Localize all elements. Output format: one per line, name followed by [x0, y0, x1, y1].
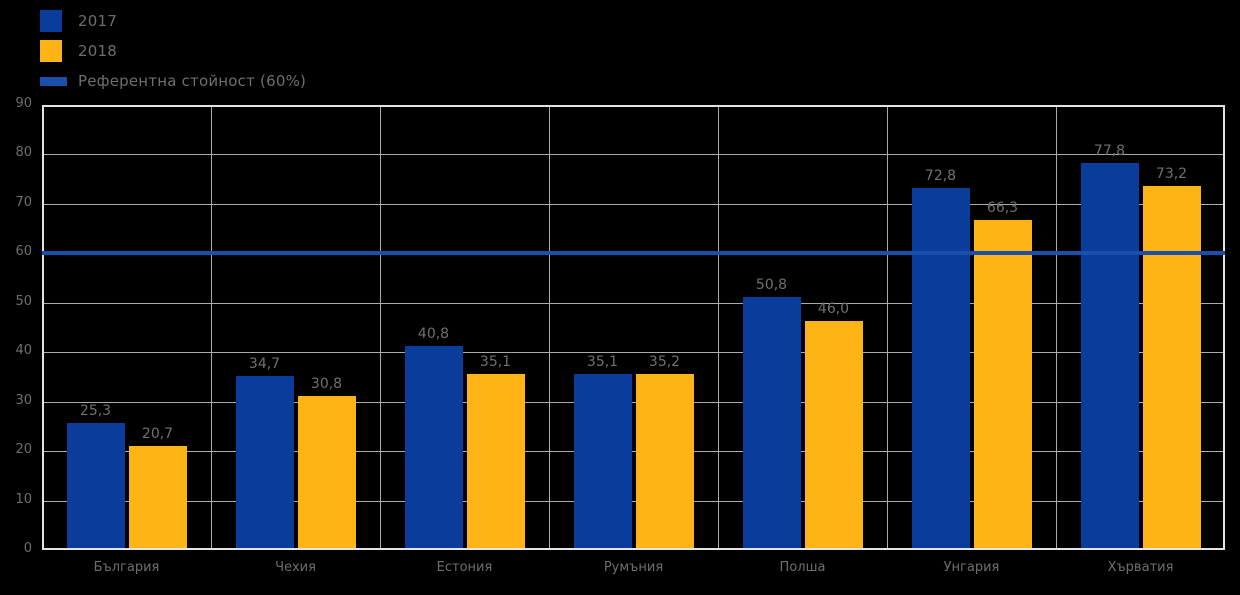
bar-value-label-2017-България: 25,3 [79, 402, 112, 419]
bar-value-label-2017-Унгария: 72,8 [924, 168, 957, 185]
x-tick-label-Румъния: Румъния [603, 560, 664, 575]
x-tick-label-Естония: Естония [436, 560, 493, 575]
gridline-h-50 [44, 302, 1223, 304]
bar-value-label-2018-Чехия: 30,8 [310, 375, 343, 392]
gridline-h-20 [44, 451, 1223, 453]
x-tick-label-Хърватия: Хърватия [1107, 560, 1174, 575]
x-tick-label-Полша: Полша [779, 560, 826, 575]
bar-value-label-2017-Естония: 40,8 [417, 326, 450, 343]
gridline-v-6 [1056, 107, 1057, 548]
gridline-h-30 [44, 401, 1223, 403]
legend-label-reference: Референтна стойност (60%) [78, 72, 307, 90]
bar-2018-България [128, 445, 187, 548]
legend-swatch-2017 [40, 10, 62, 32]
x-tick-label-България: България [93, 560, 160, 575]
legend-item-2018: 2018 [40, 36, 306, 66]
bar-2017-Унгария [911, 188, 970, 548]
bar-value-label-2017-Чехия: 34,7 [248, 356, 281, 373]
legend-item-2017: 2017 [40, 6, 306, 36]
y-tick-label-20: 20 [15, 442, 32, 458]
bar-value-label-2017-Хърватия: 77,8 [1093, 143, 1126, 160]
plot-area: 25,3 20,7 34,7 30,8 40,8 35,1 35,1 35,2 50,8 46,0… [42, 105, 1225, 550]
gridline-h-40 [44, 352, 1223, 354]
y-tick-label-10: 10 [15, 491, 32, 507]
legend-label-2018: 2018 [78, 42, 117, 60]
y-tick-label-30: 30 [15, 392, 32, 408]
bar-value-label-2017-Румъния: 35,1 [586, 354, 619, 371]
bar-2017-България [66, 422, 125, 548]
legend-label-2017: 2017 [78, 12, 117, 30]
bar-2017-Естония [404, 346, 463, 548]
bar-2017-Полша [742, 296, 801, 548]
bar-2017-Хърватия [1080, 163, 1139, 548]
gridline-h-80 [44, 154, 1223, 156]
bar-2018-Унгария [973, 220, 1032, 548]
bar-value-label-2018-Хърватия: 73,2 [1155, 166, 1188, 183]
legend: 2017 2018 Референтна стойност (60%) [40, 6, 306, 96]
gridline-v-3 [549, 107, 550, 548]
gridline-v-5 [887, 107, 888, 548]
y-tick-label-70: 70 [15, 194, 32, 210]
y-tick-label-80: 80 [15, 145, 32, 161]
bar-2017-Чехия [235, 376, 294, 548]
bar-2018-Чехия [297, 395, 356, 548]
y-tick-label-50: 50 [15, 293, 32, 309]
y-tick-label-60: 60 [15, 244, 32, 260]
bar-2017-Румъния [573, 374, 632, 548]
gridline-v-4 [718, 107, 719, 548]
bar-2018-Румъния [635, 373, 694, 548]
gridline-v-1 [211, 107, 212, 548]
gridline-h-70 [44, 203, 1223, 205]
y-tick-label-40: 40 [15, 343, 32, 359]
bar-2018-Естония [466, 374, 525, 548]
gridline-v-2 [380, 107, 381, 548]
bar-value-label-2018-Естония: 35,1 [479, 354, 512, 371]
bar-2018-Хърватия [1142, 186, 1201, 548]
reference-line-60pct [42, 251, 1225, 256]
gridline-h-10 [44, 500, 1223, 502]
bar-2018-Полша [804, 320, 863, 548]
legend-item-reference: Референтна стойност (60%) [40, 66, 306, 96]
bar-value-label-2018-България: 20,7 [141, 425, 174, 442]
bar-value-label-2018-Румъния: 35,2 [648, 353, 681, 370]
bar-value-label-2017-Полша: 50,8 [755, 276, 788, 293]
y-tick-label-90: 90 [15, 96, 32, 111]
legend-swatch-2018 [40, 40, 62, 62]
x-tick-label-Чехия: Чехия [275, 560, 316, 575]
bar-value-label-2018-Унгария: 66,3 [986, 200, 1019, 217]
x-tick-label-Унгария: Унгария [943, 560, 1000, 575]
legend-swatch-reference-line [40, 76, 67, 86]
y-tick-label-0: 0 [23, 541, 32, 556]
bar-value-label-2018-Полша: 46,0 [817, 300, 850, 317]
